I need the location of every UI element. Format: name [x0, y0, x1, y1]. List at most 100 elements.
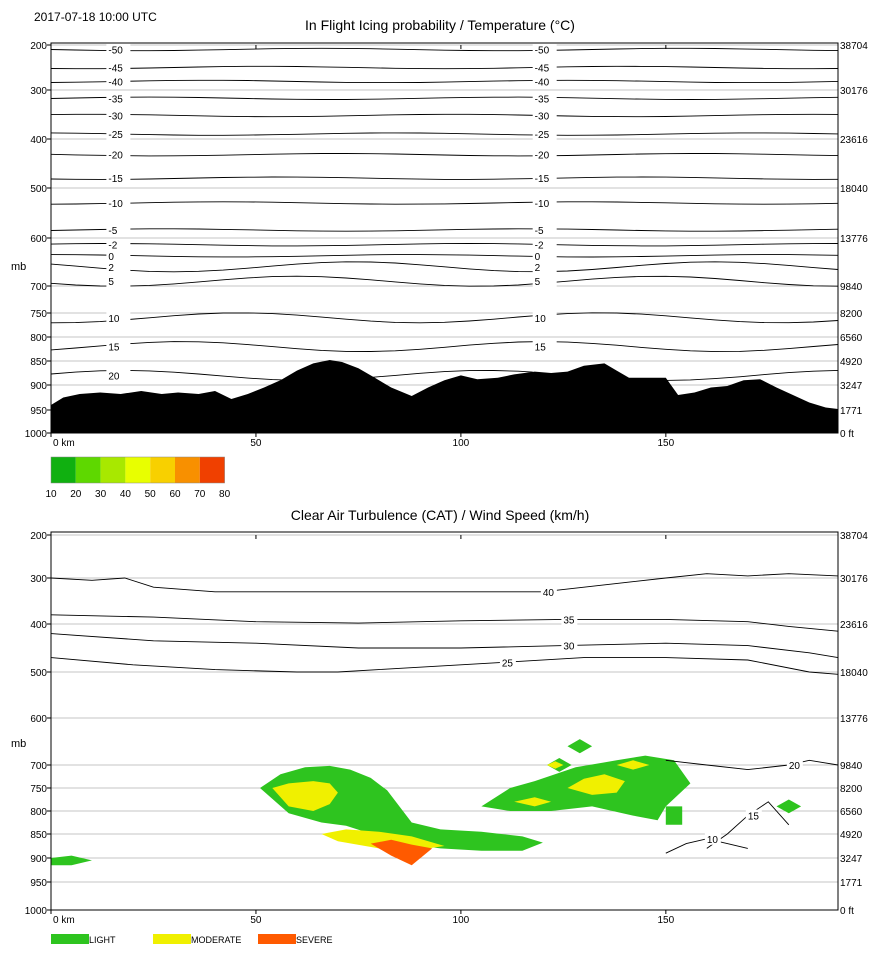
- contour-label-bg: [540, 585, 557, 598]
- temperature-contour: [50, 132, 839, 136]
- contour-label-bg: [561, 639, 578, 652]
- height-tick-label: 23616: [840, 620, 868, 631]
- cat-legend-swatch: [51, 934, 89, 944]
- icing-chart: In Flight Icing probability / Temperatur…: [11, 17, 868, 449]
- pressure-tick-label: 200: [30, 531, 47, 542]
- x-tick-label: 50: [250, 438, 262, 449]
- cat-light-area: [567, 739, 593, 754]
- height-tick-label: 9840: [840, 282, 863, 293]
- x-tick-label: 0 km: [53, 915, 75, 926]
- pressure-tick-label: 500: [30, 184, 47, 195]
- contour-label-bg: [561, 613, 578, 626]
- height-tick-label: 0 ft: [840, 429, 854, 440]
- axes: 200 38704 300 30176 400 23616 500 18040 600 13776…: [25, 531, 868, 926]
- cat-moderate-area: [514, 797, 552, 807]
- contour-label-bg: [745, 809, 762, 822]
- chart-title: Clear Air Turbulence (CAT) / Wind Speed …: [291, 507, 590, 523]
- contour-label-bg: [106, 128, 131, 141]
- contour-label: -2: [535, 241, 544, 252]
- pressure-tick-label: 600: [30, 714, 47, 725]
- cat-legend-label: LIGHT: [89, 935, 116, 945]
- temperature-contour: [50, 65, 839, 70]
- contour-label: 40: [543, 588, 555, 599]
- cat-legend-swatch: [153, 934, 191, 944]
- height-tick-label: 18040: [840, 184, 868, 195]
- contour-label: -20: [535, 151, 550, 162]
- grid: [51, 44, 838, 434]
- contour-label-bg: [532, 260, 557, 273]
- contour-label-bg: [532, 197, 557, 209]
- pressure-tick-label: 1000: [25, 906, 48, 917]
- height-tick-label: 8200: [840, 309, 863, 320]
- cat-legend: LIGHT MODERATE SEVERE: [51, 934, 333, 945]
- height-tick-label: 13776: [840, 234, 868, 245]
- contour-label-bg: [106, 340, 131, 353]
- temperature-contour: [50, 275, 839, 287]
- contour-label-bg: [106, 311, 131, 324]
- contour-label: -30: [108, 111, 123, 122]
- height-tick-label: 13776: [840, 714, 868, 725]
- y-axis-label: mb: [11, 261, 26, 273]
- cat-moderate-area: [616, 760, 650, 770]
- icing-legend-label: 80: [219, 489, 231, 500]
- cat-moderate-area: [272, 781, 338, 811]
- contour-label: 15: [108, 343, 120, 354]
- temperature-contour: [50, 261, 839, 273]
- icing-legend: 10 20 30 40 50 60 70 80: [45, 456, 231, 500]
- cat-legend-label: SEVERE: [296, 935, 333, 945]
- x-tick-label: 50: [250, 915, 262, 926]
- cat-light-area: [776, 799, 802, 814]
- temperature-contour: [50, 243, 839, 247]
- contour-label-bg: [532, 128, 557, 141]
- contour-label-bg: [532, 92, 557, 105]
- contour-label-bg: [532, 249, 557, 262]
- contour-label: -35: [108, 94, 123, 105]
- contour-label: -30: [535, 111, 550, 122]
- contour-label: 10: [108, 314, 120, 325]
- contour-label-bg: [532, 311, 557, 324]
- icing-legend-label: 10: [45, 489, 57, 500]
- contour-label: 30: [563, 642, 575, 653]
- contour-label-bg: [106, 75, 131, 88]
- cat-light-area: [51, 855, 92, 866]
- temperature-contour: [50, 312, 839, 324]
- pressure-tick-label: 600: [30, 234, 47, 245]
- temperature-contour: [50, 79, 839, 84]
- contour-label: 15: [535, 343, 547, 354]
- height-tick-label: 18040: [840, 668, 868, 679]
- height-tick-label: 0 ft: [840, 906, 854, 917]
- contour-label-bg: [532, 172, 557, 185]
- contour-label-bg: [532, 340, 557, 353]
- contour-label-bg: [532, 238, 557, 251]
- pressure-tick-label: 400: [30, 620, 47, 631]
- pressure-tick-label: 750: [30, 784, 47, 795]
- contour-label-bg: [532, 43, 557, 56]
- temperature-contour: [50, 153, 839, 157]
- contour-label: 2: [535, 263, 541, 274]
- terrain-area: [51, 360, 838, 433]
- contour-label-bg: [106, 109, 131, 122]
- cat-legend-swatch: [258, 934, 296, 944]
- contour-label-bg: [786, 759, 803, 771]
- contour-label: 20: [108, 371, 120, 382]
- contour-label: -25: [108, 130, 123, 141]
- contour-label-bg: [499, 656, 516, 669]
- contour-label: -50: [535, 46, 550, 57]
- contour-label-bg: [532, 61, 557, 74]
- icing-legend-label: 20: [70, 489, 82, 500]
- contour-label: -40: [535, 77, 550, 88]
- contour-label-bg: [532, 75, 557, 88]
- contour-label-bg: [106, 172, 131, 185]
- contour-label: 10: [535, 314, 547, 325]
- icing-legend-swatch: [100, 457, 126, 483]
- pressure-tick-label: 500: [30, 668, 47, 679]
- icing-legend-swatch: [125, 457, 151, 483]
- wind-speed-contour: [50, 633, 839, 659]
- temperature-contours: -50 -50-45 -45-40 -40-35 -35-30 -30-25 -25-20-…: [50, 43, 839, 382]
- icing-legend-label: 60: [169, 489, 181, 500]
- icing-legend-swatch: [75, 457, 101, 483]
- pressure-tick-label: 950: [30, 878, 47, 889]
- cat-chart: Clear Air Turbulence (CAT) / Wind Speed …: [11, 507, 868, 926]
- contour-label: -2: [108, 241, 117, 252]
